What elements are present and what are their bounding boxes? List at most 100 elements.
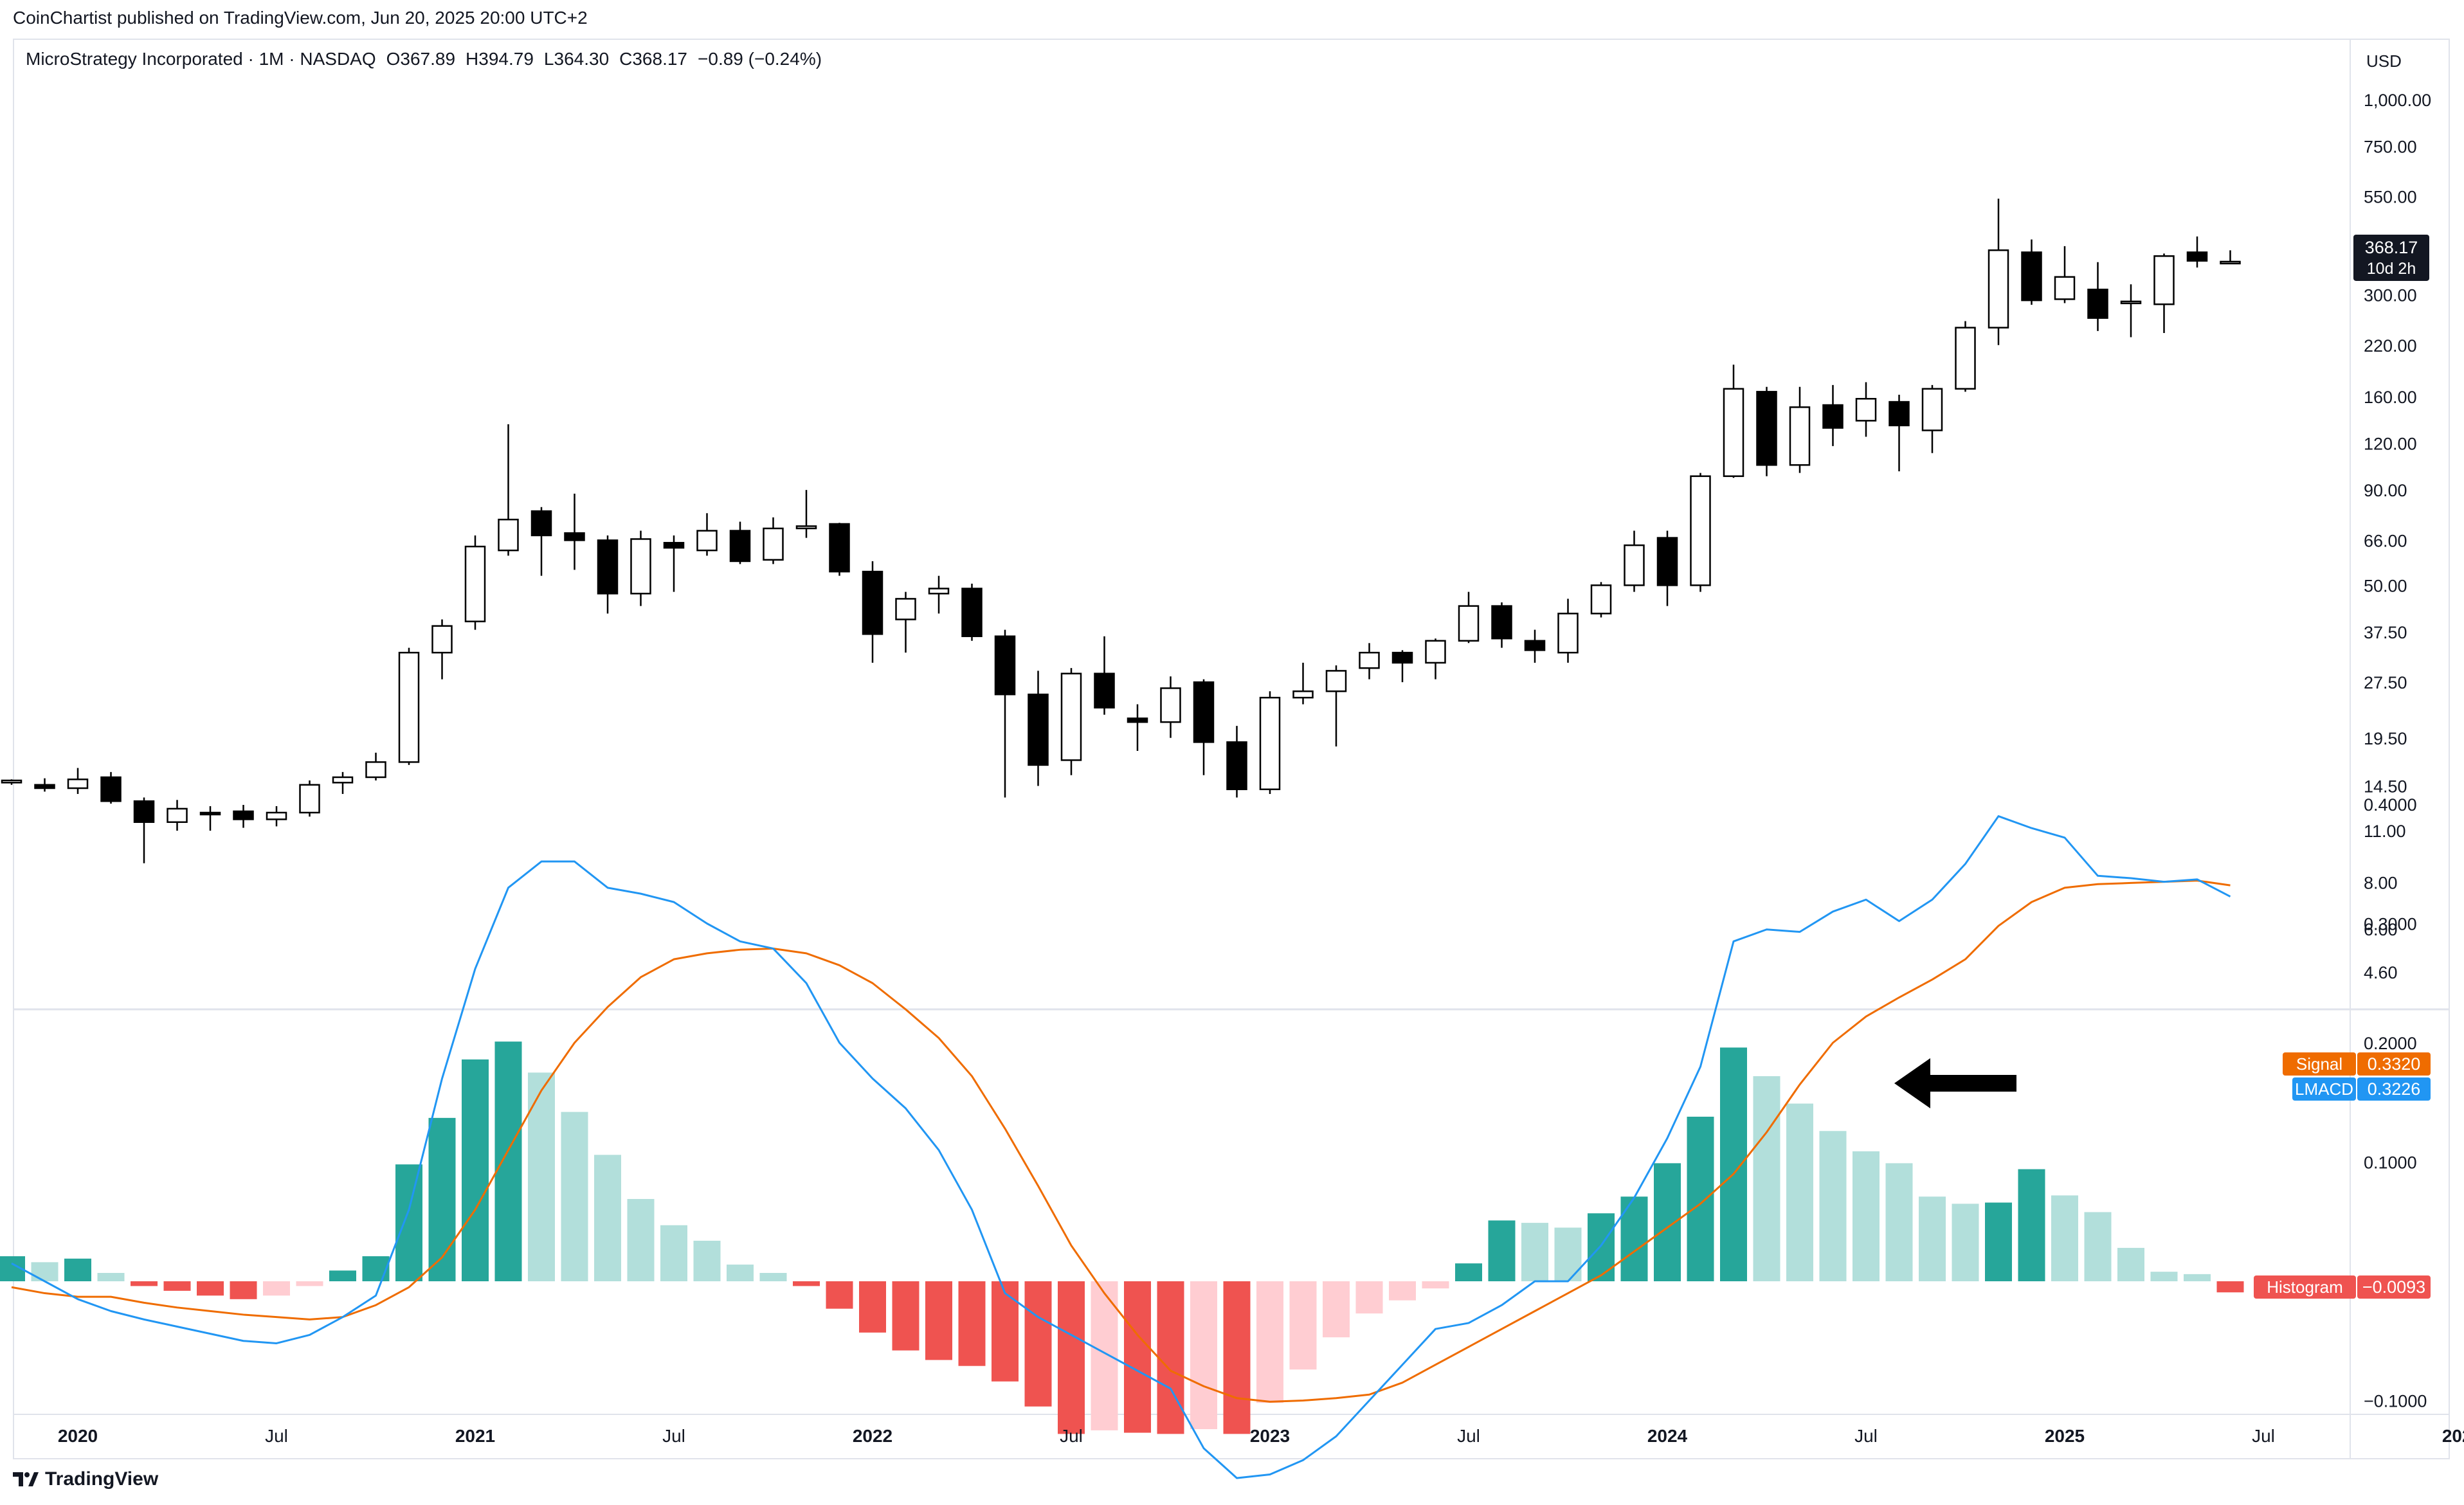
histogram-bar[interactable]	[2084, 1212, 2112, 1281]
candle-down[interactable]	[530, 510, 552, 537]
candle-up[interactable]	[167, 807, 188, 824]
candle-up[interactable]	[365, 761, 386, 779]
histogram-bar[interactable]	[2018, 1169, 2045, 1281]
histogram-bar[interactable]	[627, 1199, 655, 1281]
candle-down[interactable]	[233, 810, 254, 820]
histogram-bar[interactable]	[395, 1164, 422, 1281]
candle-up[interactable]	[1060, 672, 1082, 761]
histogram-bar[interactable]	[1389, 1281, 1416, 1301]
candle-down[interactable]	[1756, 391, 1777, 466]
candle-down[interactable]	[1028, 693, 1049, 766]
candle-up[interactable]	[464, 545, 486, 622]
symbol-name[interactable]: MicroStrategy Incorporated · 1M · NASDAQ	[26, 49, 376, 69]
histogram-bar[interactable]	[1256, 1281, 1283, 1403]
candle-up[interactable]	[696, 530, 718, 552]
candle-up[interactable]	[1955, 327, 1976, 390]
histogram-bar[interactable]	[1058, 1281, 1085, 1434]
candle-down[interactable]	[1524, 640, 1546, 651]
histogram-bar[interactable]	[826, 1281, 853, 1309]
candle-down[interactable]	[994, 635, 1016, 696]
candle-up[interactable]	[332, 776, 354, 784]
histogram-bar[interactable]	[1223, 1281, 1251, 1434]
candle-up[interactable]	[431, 625, 453, 654]
candle-down[interactable]	[1822, 404, 1843, 429]
histogram-bar[interactable]	[594, 1155, 621, 1281]
candle-down[interactable]	[1656, 537, 1678, 586]
histogram-bar[interactable]	[793, 1281, 820, 1286]
candle-up[interactable]	[1855, 398, 1877, 422]
histogram-bar[interactable]	[1323, 1281, 1350, 1338]
candle-up[interactable]	[498, 518, 519, 552]
candle-down[interactable]	[1094, 672, 1115, 709]
histogram-bar[interactable]	[263, 1281, 290, 1296]
histogram-bar[interactable]	[197, 1281, 224, 1296]
candle-up[interactable]	[895, 598, 916, 620]
histogram-bar[interactable]	[362, 1256, 390, 1281]
histogram-bar[interactable]	[561, 1112, 588, 1281]
histogram-bar[interactable]	[759, 1273, 787, 1281]
candle-up[interactable]	[1921, 388, 1943, 431]
histogram-bar[interactable]	[163, 1281, 191, 1291]
candle-up[interactable]	[1259, 696, 1281, 791]
histogram-bar[interactable]	[1919, 1196, 1946, 1281]
histogram-bar[interactable]	[64, 1258, 91, 1281]
candle-up[interactable]	[1292, 690, 1314, 699]
candle-down[interactable]	[663, 541, 685, 549]
candle-down[interactable]	[100, 776, 122, 802]
candle-up[interactable]	[763, 527, 784, 561]
candle-up[interactable]	[67, 779, 89, 789]
candle-down[interactable]	[829, 523, 850, 573]
histogram-bar[interactable]	[1952, 1203, 1979, 1281]
macd-pane[interactable]	[0, 815, 2244, 1479]
signal-line[interactable]	[11, 879, 2231, 1403]
histogram-bar[interactable]	[1720, 1047, 1747, 1281]
histogram-bar[interactable]	[1355, 1281, 1383, 1314]
candle-down[interactable]	[2087, 289, 2108, 319]
histogram-bar[interactable]	[992, 1281, 1019, 1382]
candle-down[interactable]	[564, 532, 585, 541]
histogram-bar[interactable]	[1853, 1151, 1880, 1281]
histogram-bar[interactable]	[131, 1281, 158, 1286]
candle-up[interactable]	[2153, 255, 2175, 305]
histogram-bar[interactable]	[1819, 1131, 1847, 1281]
candle-down[interactable]	[2186, 251, 2208, 262]
histogram-bar[interactable]	[528, 1072, 555, 1281]
histogram-bar[interactable]	[1620, 1196, 1648, 1281]
histogram-bar[interactable]	[2184, 1274, 2211, 1281]
histogram-bar[interactable]	[1786, 1103, 1813, 1281]
candle-up[interactable]	[299, 784, 320, 814]
candle-up[interactable]	[1325, 670, 1347, 692]
candle-up[interactable]	[266, 811, 287, 820]
candle-down[interactable]	[862, 570, 883, 635]
histogram-bar[interactable]	[1455, 1263, 1482, 1281]
candle-down[interactable]	[199, 811, 221, 816]
histogram-bar[interactable]	[1024, 1281, 1052, 1407]
histogram-bar[interactable]	[2216, 1281, 2244, 1293]
candle-up[interactable]	[630, 538, 651, 595]
currency-label[interactable]: USD	[2366, 51, 2402, 71]
histogram-bar[interactable]	[1554, 1227, 1582, 1281]
histogram-bar[interactable]	[1488, 1220, 1516, 1281]
candle-up[interactable]	[1458, 605, 1480, 642]
candle-up[interactable]	[1789, 406, 1811, 466]
candle-down[interactable]	[1889, 401, 1910, 427]
footer-brand[interactable]: TradingView	[45, 1468, 159, 1490]
histogram-bar[interactable]	[2117, 1248, 2144, 1281]
candle-up[interactable]	[1690, 475, 1711, 586]
histogram-bar[interactable]	[1521, 1223, 1548, 1281]
histogram-bar[interactable]	[1687, 1117, 1714, 1281]
histogram-bar[interactable]	[958, 1281, 986, 1366]
histogram-bar[interactable]	[925, 1281, 952, 1360]
histogram-bar[interactable]	[1753, 1076, 1780, 1281]
candle-down[interactable]	[1193, 681, 1215, 743]
histogram-bar[interactable]	[2150, 1272, 2178, 1281]
price-pane[interactable]	[1, 198, 2241, 863]
histogram-bar[interactable]	[1124, 1281, 1151, 1433]
candle-down[interactable]	[1491, 605, 1512, 640]
histogram-bar[interactable]	[97, 1273, 125, 1281]
candle-up[interactable]	[2120, 300, 2142, 305]
histogram-bar[interactable]	[660, 1225, 687, 1281]
candle-down[interactable]	[1226, 741, 1247, 791]
